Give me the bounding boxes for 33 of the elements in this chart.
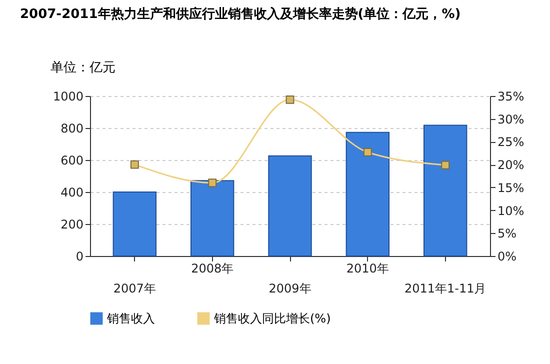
bar bbox=[112, 192, 157, 256]
y2-tick-label: 25% bbox=[498, 135, 524, 150]
x-tick-label: 2011年1-11月 bbox=[404, 282, 486, 296]
y-axis-title: 单位：亿元 bbox=[50, 60, 116, 76]
point bbox=[286, 95, 294, 104]
legend-label: 销售收入 bbox=[106, 312, 155, 326]
y-tick-label: 600 bbox=[60, 154, 84, 168]
point bbox=[363, 148, 372, 156]
y-tick-label: 800 bbox=[60, 122, 84, 136]
y2-tick-label: 5% bbox=[498, 226, 517, 241]
point bbox=[441, 160, 450, 170]
point bbox=[208, 178, 217, 188]
y-tick-label: 400 bbox=[60, 186, 84, 200]
chart-title: 2007-2011年热力生产和供应行业销售收入及增长率走势(单位：亿元，%) bbox=[20, 6, 461, 22]
y2-tick-label: 30% bbox=[498, 112, 524, 126]
bar bbox=[190, 180, 234, 256]
y-tick-label: 200 bbox=[60, 218, 84, 232]
bar bbox=[346, 132, 390, 256]
y2-tick-label: 35% bbox=[498, 90, 524, 104]
x-tick-label: 2009年 bbox=[268, 282, 312, 296]
bar bbox=[268, 155, 312, 256]
y-tick-label: 0 bbox=[76, 250, 84, 264]
x-tick-label: 2007年 bbox=[113, 282, 156, 296]
bar bbox=[423, 124, 468, 256]
x-tick-label: 2010年 bbox=[346, 262, 389, 276]
y2-tick-label: 10% bbox=[498, 204, 524, 218]
y2-tick-label: 0% bbox=[498, 250, 517, 264]
y2-tick-label: 15% bbox=[498, 180, 524, 195]
y2-tick-label: 20% bbox=[498, 158, 524, 172]
y-tick-label: 1000 bbox=[52, 90, 84, 104]
x-tick-label: 2008年 bbox=[191, 262, 234, 276]
point bbox=[130, 160, 139, 169]
legend-label: 销售收入同比增长(%) bbox=[213, 312, 331, 326]
